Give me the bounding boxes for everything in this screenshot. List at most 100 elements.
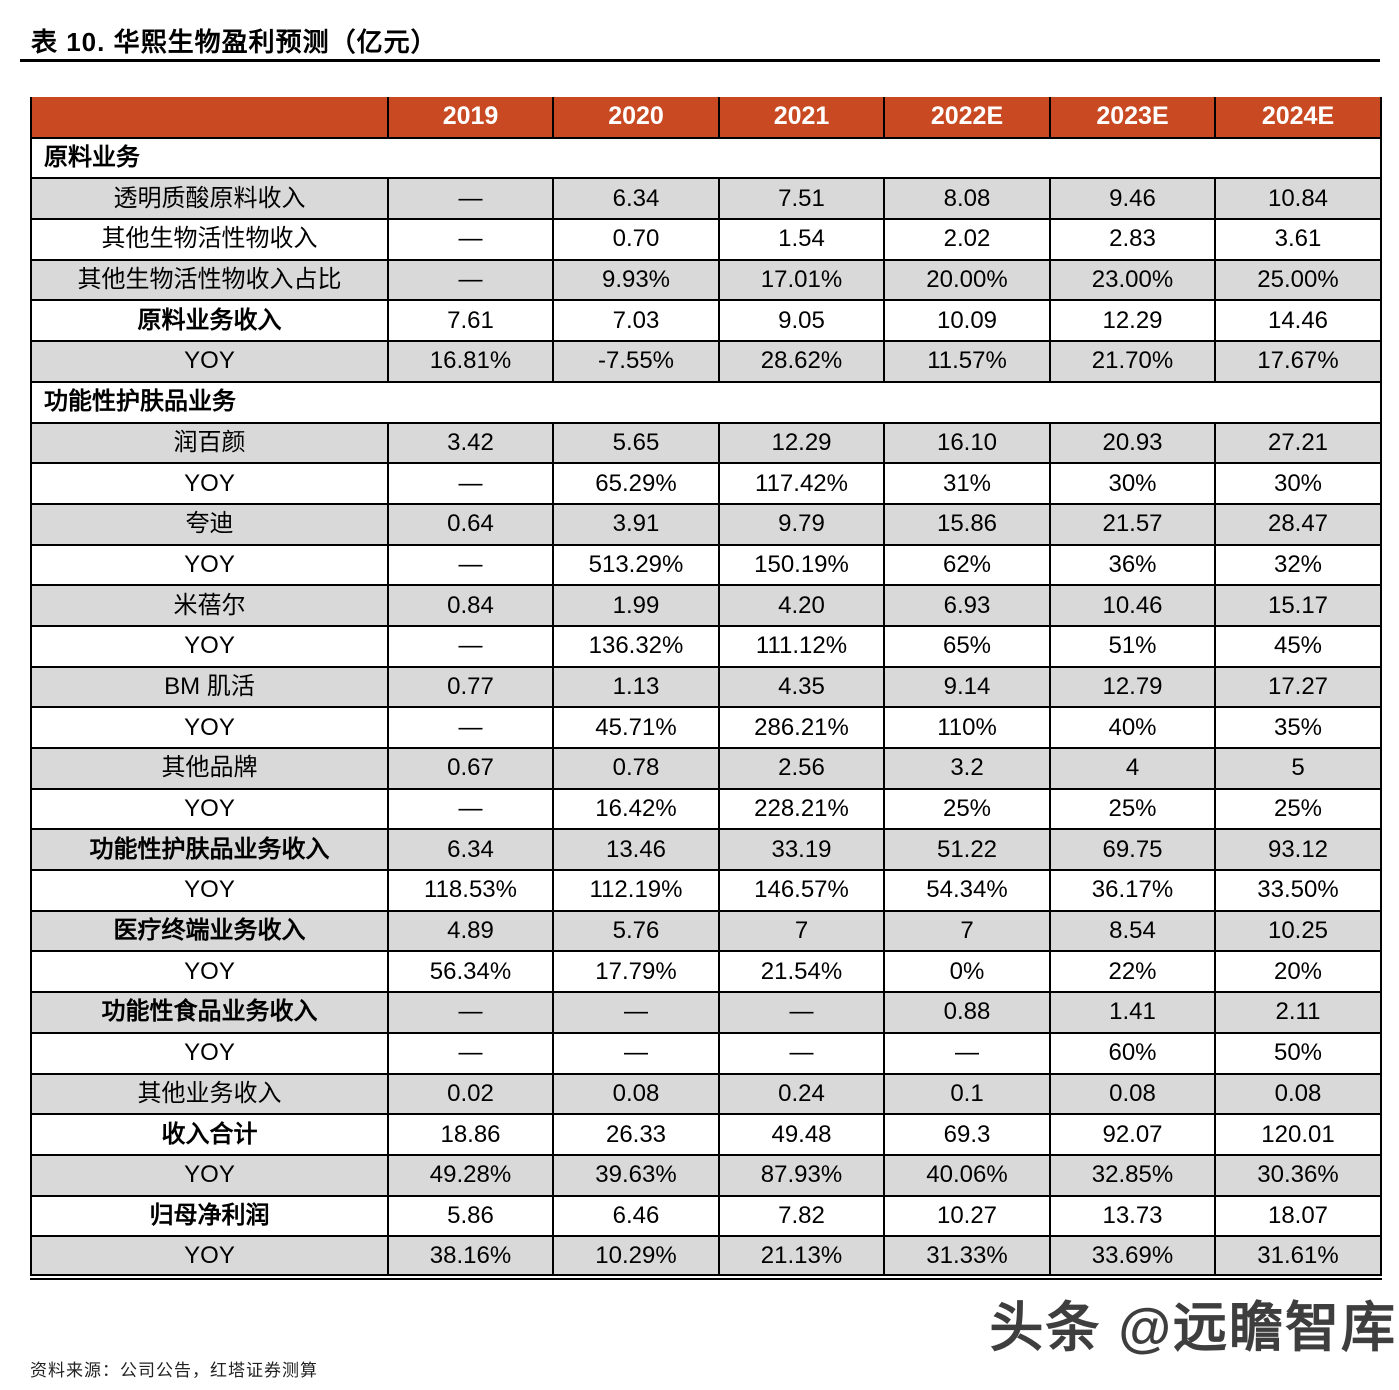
- row-label-cell: 夸迪: [30, 502, 389, 546]
- data-cell: 25%: [1214, 787, 1382, 831]
- data-cell: 0.70: [552, 218, 720, 261]
- data-cell: —: [718, 1031, 885, 1075]
- data-cell: 25%: [883, 787, 1051, 831]
- data-cell: 30%: [1214, 462, 1382, 505]
- row-label-cell: YOY: [30, 787, 389, 831]
- row-label-cell: BM 肌活: [30, 665, 389, 709]
- data-cell: 0.64: [387, 502, 554, 546]
- data-cell: 1.13: [552, 665, 720, 709]
- data-cell: —: [387, 462, 554, 505]
- table-row: YOY 49.28% 39.63% 87.93% 40.06% 32.85% 30.36%: [30, 1153, 1382, 1197]
- data-cell: 8.08: [883, 177, 1051, 221]
- row-label-cell: YOY: [30, 950, 389, 994]
- data-cell: 21.57: [1049, 502, 1216, 546]
- data-cell: 14.46: [1214, 299, 1382, 343]
- data-cell: 13.73: [1049, 1194, 1216, 1238]
- data-cell: 62%: [883, 543, 1051, 587]
- data-cell: 0.08: [1049, 1072, 1216, 1116]
- data-cell: 20%: [1214, 950, 1382, 994]
- row-label-cell: YOY: [30, 1235, 389, 1280]
- row-label-cell: 其他生物活性物收入: [30, 218, 389, 261]
- data-cell: 3.61: [1214, 218, 1382, 261]
- data-cell: 3.42: [387, 421, 554, 465]
- data-cell: 35%: [1214, 706, 1382, 749]
- row-label-cell: YOY: [30, 340, 389, 383]
- data-cell: 56.34%: [387, 950, 554, 994]
- data-cell: 5.86: [387, 1194, 554, 1238]
- section-row: 原料业务: [30, 136, 1382, 180]
- data-cell: 32.85%: [1049, 1153, 1216, 1197]
- table-row: 其他生物活性物收入占比 —9.93% 17.01% 20.00% 23.00% 25.00…: [30, 258, 1382, 302]
- table-row: 润百颜 3.42 5.65 12.29 16.10 20.93 27.21: [30, 421, 1382, 465]
- table-row: 功能性食品业务收入 — — —0.88 1.41 2.11: [30, 991, 1382, 1034]
- data-cell: 49.28%: [387, 1153, 554, 1197]
- row-label-cell: YOY: [30, 706, 389, 749]
- data-cell: 49.48: [718, 1113, 885, 1156]
- table-row: YOY 16.81% -7.55% 28.62% 11.57% 21.70% 17.67%: [30, 340, 1382, 383]
- data-cell: 136.32%: [552, 624, 720, 668]
- table-row: BM 肌活 0.77 1.13 4.35 9.14 12.79 17.27: [30, 665, 1382, 709]
- data-cell: 17.27: [1214, 665, 1382, 709]
- data-cell: 0.1: [883, 1072, 1051, 1116]
- data-cell: —: [387, 218, 554, 261]
- data-cell: 31.33%: [883, 1235, 1051, 1280]
- data-cell: 38.16%: [387, 1235, 554, 1280]
- row-label-cell: 其他生物活性物收入占比: [30, 258, 389, 302]
- data-cell: 9.93%: [552, 258, 720, 302]
- row-label-cell: YOY: [30, 869, 389, 912]
- table-row: YOY —65.29% 117.42% 31% 30% 30%: [30, 462, 1382, 505]
- row-label-cell: YOY: [30, 624, 389, 668]
- data-cell: 11.57%: [883, 340, 1051, 383]
- data-cell: 30%: [1049, 462, 1216, 505]
- data-cell: 16.81%: [387, 340, 554, 383]
- data-cell: 87.93%: [718, 1153, 885, 1197]
- table-row: 透明质酸原料收入 —6.34 7.51 8.08 9.46 10.84: [30, 177, 1382, 221]
- table-row: YOY — — — —60% 50%: [30, 1031, 1382, 1075]
- data-cell: 2.11: [1214, 991, 1382, 1034]
- row-label-cell: 米蓓尔: [30, 584, 389, 627]
- data-cell: 0.78: [552, 747, 720, 790]
- data-cell: 36%: [1049, 543, 1216, 587]
- data-cell: 6.34: [552, 177, 720, 221]
- data-cell: 33.19: [718, 828, 885, 872]
- data-cell: 4.89: [387, 909, 554, 953]
- section-label: 功能性护肤品业务: [30, 380, 1382, 424]
- profit-forecast-table: 2019 2020 2021 2022E 2023E 2024E 原料业务 透明质酸原料收入…: [30, 97, 1382, 1280]
- title-rule: [20, 59, 1380, 62]
- data-cell: 7.03: [552, 299, 720, 343]
- data-cell: 1.41: [1049, 991, 1216, 1034]
- data-cell: 21.70%: [1049, 340, 1216, 383]
- data-cell: 69.75: [1049, 828, 1216, 872]
- table-row: YOY —45.71% 286.21% 110% 40% 35%: [30, 706, 1382, 749]
- data-cell: 286.21%: [718, 706, 885, 749]
- section-row: 功能性护肤品业务: [30, 380, 1382, 424]
- data-cell: 0.08: [552, 1072, 720, 1116]
- data-cell: 21.54%: [718, 950, 885, 994]
- data-cell: 54.34%: [883, 869, 1051, 912]
- data-cell: —: [387, 624, 554, 668]
- column-header: 2021: [718, 97, 885, 139]
- table-row: 其他生物活性物收入 —0.70 1.54 2.02 2.83 3.61: [30, 218, 1382, 261]
- data-cell: 32%: [1214, 543, 1382, 587]
- data-cell: 9.14: [883, 665, 1051, 709]
- data-cell: 51%: [1049, 624, 1216, 668]
- data-cell: 10.25: [1214, 909, 1382, 953]
- table-row: YOY —136.32% 111.12% 65% 51% 45%: [30, 624, 1382, 668]
- row-label-cell: 收入合计: [30, 1113, 389, 1156]
- row-label-cell: 功能性护肤品业务收入: [30, 828, 389, 872]
- table-row: 收入合计 18.86 26.33 49.48 69.3 92.07 120.01: [30, 1113, 1382, 1156]
- data-cell: 27.21: [1214, 421, 1382, 465]
- table-row: 原料业务收入 7.61 7.03 9.05 10.09 12.29 14.46: [30, 299, 1382, 343]
- data-cell: 0.24: [718, 1072, 885, 1116]
- data-cell: 111.12%: [718, 624, 885, 668]
- data-cell: 4: [1049, 747, 1216, 790]
- row-label-cell: 归母净利润: [30, 1194, 389, 1238]
- data-cell: —: [552, 1031, 720, 1075]
- data-cell: 3.2: [883, 747, 1051, 790]
- table-row: YOY 118.53% 112.19% 146.57% 54.34% 36.17% 33.5…: [30, 869, 1382, 912]
- column-header: 2023E: [1049, 97, 1216, 139]
- data-cell: 18.07: [1214, 1194, 1382, 1238]
- row-label-cell: 其他品牌: [30, 747, 389, 790]
- data-cell: —: [552, 991, 720, 1034]
- row-label-cell: 原料业务收入: [30, 299, 389, 343]
